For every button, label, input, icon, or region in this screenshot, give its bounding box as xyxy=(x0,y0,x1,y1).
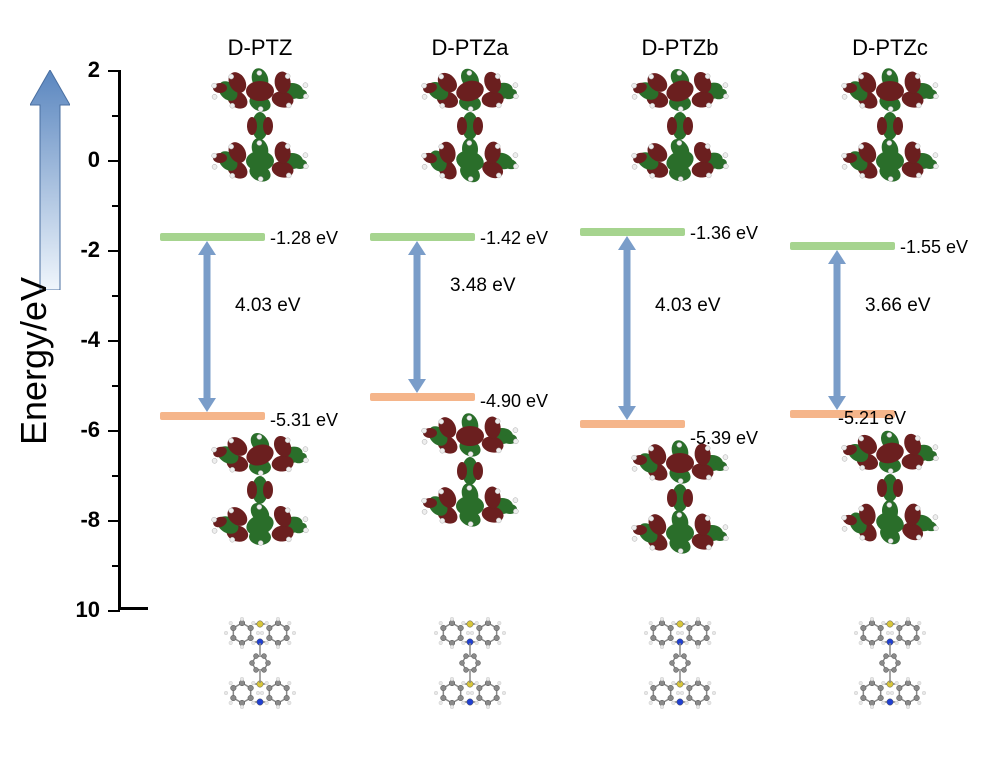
axis-tick xyxy=(108,430,120,432)
axis-tick xyxy=(108,160,120,162)
lumo-orbital xyxy=(810,66,970,186)
axis-tick xyxy=(108,70,120,72)
molecule-structure xyxy=(190,615,330,710)
energy-column: D-PTZa -1.42 eV 3.48 eV -4.90 eV xyxy=(370,35,570,735)
gap-label: 4.03 eV xyxy=(235,295,301,317)
homo-orbital xyxy=(180,430,340,550)
lumo-orbital xyxy=(180,66,340,186)
homo-level-label: -5.31 eV xyxy=(270,410,338,431)
molecule-structure xyxy=(610,615,750,710)
lumo-orbital xyxy=(600,66,760,186)
gap-arrow xyxy=(200,241,214,412)
y-axis: Energy/eV 20-2-4-6-810 xyxy=(10,70,120,610)
axis-minor-tick xyxy=(112,475,120,477)
axis-tick xyxy=(108,520,120,522)
column-title: D-PTZb xyxy=(580,35,780,61)
lumo-level-bar xyxy=(790,242,895,250)
y-axis-label: Energy/eV xyxy=(13,277,55,445)
column-title: D-PTZc xyxy=(790,35,990,61)
axis-minor-tick xyxy=(112,565,120,567)
lumo-orbital xyxy=(390,66,550,186)
axis-minor-tick xyxy=(112,295,120,297)
lumo-level-label: -1.42 eV xyxy=(480,228,548,249)
axis-minor-tick xyxy=(112,115,120,117)
lumo-level-label: -1.55 eV xyxy=(900,237,968,258)
axis-tick xyxy=(108,340,120,342)
gap-label: 4.03 eV xyxy=(655,295,721,317)
homo-orbital xyxy=(600,438,760,558)
gap-label: 3.48 eV xyxy=(450,275,516,297)
energy-column: D-PTZ -1.28 eV 4.03 eV -5.31 eV xyxy=(160,35,360,735)
lumo-level-label: -1.36 eV xyxy=(690,223,758,244)
homo-level-bar xyxy=(370,393,475,401)
energy-column: D-PTZc -1.55 eV 3.66 eV -5.21 eV xyxy=(790,35,990,735)
axis-tick-label: 0 xyxy=(60,147,100,173)
axis-tick xyxy=(108,250,120,252)
axis-tick-label: 2 xyxy=(60,57,100,83)
axis-tick-label: -4 xyxy=(60,327,100,353)
energy-column: D-PTZb-1.36 eV 4.03 eV-5.39 eV xyxy=(580,35,780,735)
axis-tick-label: -6 xyxy=(60,417,100,443)
axis-tick-label: 10 xyxy=(60,597,100,623)
gap-arrow xyxy=(620,236,634,420)
column-title: D-PTZ xyxy=(160,35,360,61)
gap-arrow xyxy=(410,241,424,393)
gap-label: 3.66 eV xyxy=(865,295,931,317)
axis-tick xyxy=(108,610,120,612)
axis-minor-tick xyxy=(112,385,120,387)
column-title: D-PTZa xyxy=(370,35,570,61)
molecule-structure xyxy=(820,615,960,710)
homo-level-label: -4.90 eV xyxy=(480,391,548,412)
homo-orbital xyxy=(390,411,550,531)
axis-minor-tick xyxy=(112,205,120,207)
homo-level-bar xyxy=(160,412,265,420)
gap-arrow xyxy=(830,250,844,410)
homo-orbital xyxy=(810,428,970,548)
lumo-level-label: -1.28 eV xyxy=(270,228,338,249)
lumo-level-bar xyxy=(160,233,265,241)
axis-tick-label: -8 xyxy=(60,507,100,533)
lumo-level-bar xyxy=(370,233,475,241)
lumo-level-bar xyxy=(580,228,685,236)
y-axis-corner xyxy=(118,607,148,610)
homo-level-label: -5.21 eV xyxy=(838,408,906,429)
homo-level-bar xyxy=(580,420,685,428)
molecule-structure xyxy=(400,615,540,710)
axis-tick-label: -2 xyxy=(60,237,100,263)
